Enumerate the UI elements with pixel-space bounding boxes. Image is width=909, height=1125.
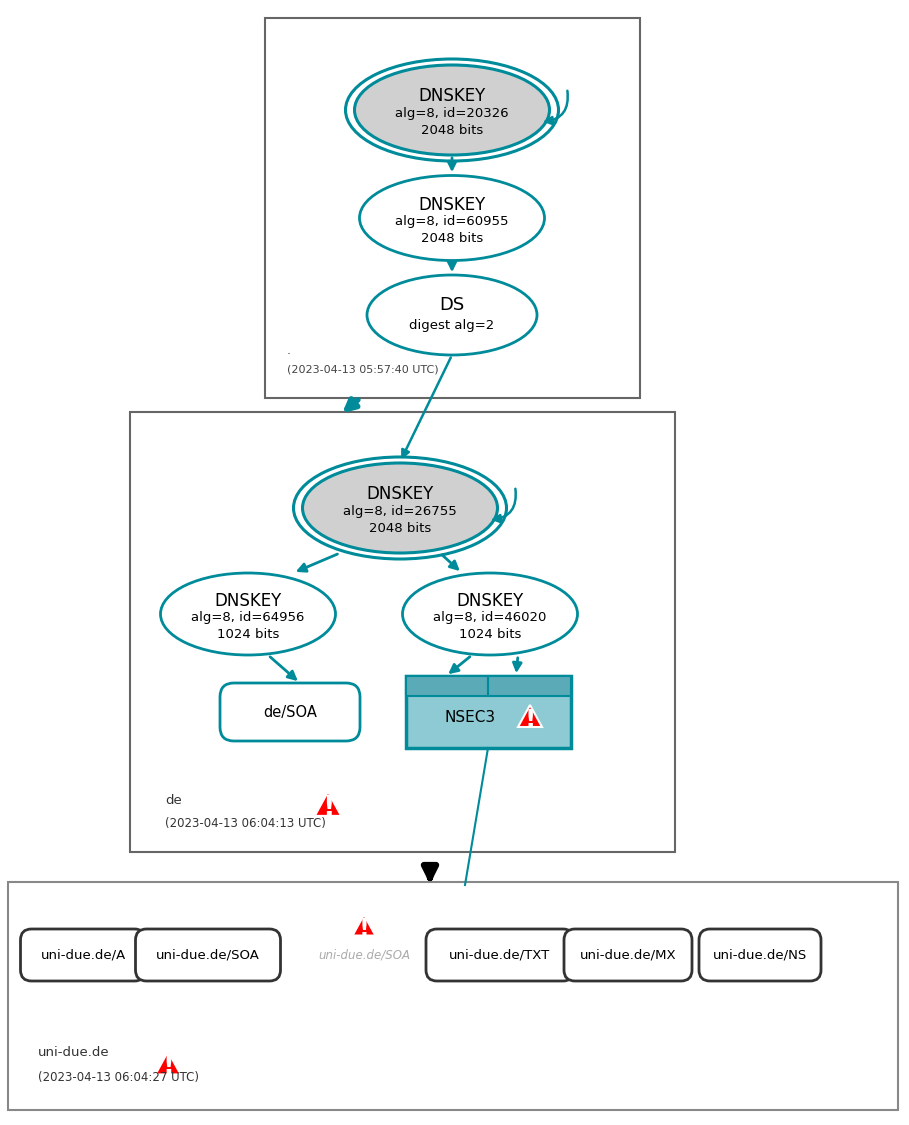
Text: alg=8, id=46020: alg=8, id=46020 xyxy=(434,612,546,624)
Text: de/SOA: de/SOA xyxy=(263,704,317,720)
Text: 2048 bits: 2048 bits xyxy=(421,232,483,244)
FancyBboxPatch shape xyxy=(426,929,574,981)
Text: !: ! xyxy=(524,708,535,732)
Bar xyxy=(8,882,898,1110)
Text: alg=8, id=64956: alg=8, id=64956 xyxy=(191,612,305,624)
Text: uni-due.de/SOA: uni-due.de/SOA xyxy=(318,948,410,962)
Ellipse shape xyxy=(367,274,537,356)
Polygon shape xyxy=(315,792,341,816)
FancyBboxPatch shape xyxy=(564,929,692,981)
Text: 2048 bits: 2048 bits xyxy=(421,124,483,136)
Polygon shape xyxy=(353,915,375,936)
Ellipse shape xyxy=(403,573,577,655)
FancyBboxPatch shape xyxy=(135,929,281,981)
Bar xyxy=(130,412,675,852)
Text: DNSKEY: DNSKEY xyxy=(418,87,485,105)
Text: alg=8, id=20326: alg=8, id=20326 xyxy=(395,108,509,120)
Polygon shape xyxy=(518,705,542,727)
Text: (2023-04-13 05:57:40 UTC): (2023-04-13 05:57:40 UTC) xyxy=(287,364,439,375)
Text: uni-due.de/A: uni-due.de/A xyxy=(40,948,125,962)
Text: uni-due.de: uni-due.de xyxy=(38,1045,110,1059)
Bar xyxy=(405,676,571,748)
Polygon shape xyxy=(155,1052,181,1074)
FancyBboxPatch shape xyxy=(21,929,145,981)
FancyBboxPatch shape xyxy=(220,683,360,741)
Text: de: de xyxy=(165,793,182,807)
Text: uni-due.de/NS: uni-due.de/NS xyxy=(713,948,807,962)
Text: alg=8, id=26755: alg=8, id=26755 xyxy=(343,505,457,519)
Text: (2023-04-13 06:04:13 UTC): (2023-04-13 06:04:13 UTC) xyxy=(165,818,325,830)
Text: (2023-04-13 06:04:27 UTC): (2023-04-13 06:04:27 UTC) xyxy=(38,1071,199,1084)
Text: digest alg=2: digest alg=2 xyxy=(409,318,494,332)
Text: DNSKEY: DNSKEY xyxy=(418,196,485,214)
Text: NSEC3: NSEC3 xyxy=(445,711,495,726)
Bar xyxy=(405,676,571,696)
Text: !: ! xyxy=(358,917,369,940)
Ellipse shape xyxy=(359,176,544,261)
Text: DNSKEY: DNSKEY xyxy=(456,592,524,610)
Text: .: . xyxy=(287,343,291,357)
Text: !: ! xyxy=(162,1054,174,1080)
Text: DNSKEY: DNSKEY xyxy=(366,485,434,503)
Text: uni-due.de/TXT: uni-due.de/TXT xyxy=(449,948,551,962)
Text: 1024 bits: 1024 bits xyxy=(459,628,521,640)
Text: 1024 bits: 1024 bits xyxy=(217,628,279,640)
Text: uni-due.de/MX: uni-due.de/MX xyxy=(580,948,676,962)
Ellipse shape xyxy=(161,573,335,655)
Text: DS: DS xyxy=(439,296,464,314)
Ellipse shape xyxy=(355,65,550,155)
Ellipse shape xyxy=(303,464,497,554)
FancyBboxPatch shape xyxy=(699,929,821,981)
Text: alg=8, id=60955: alg=8, id=60955 xyxy=(395,216,509,228)
Text: 2048 bits: 2048 bits xyxy=(369,522,431,534)
Text: !: ! xyxy=(322,794,335,822)
Text: uni-due.de/SOA: uni-due.de/SOA xyxy=(156,948,260,962)
Bar xyxy=(265,18,640,398)
Text: DNSKEY: DNSKEY xyxy=(215,592,282,610)
